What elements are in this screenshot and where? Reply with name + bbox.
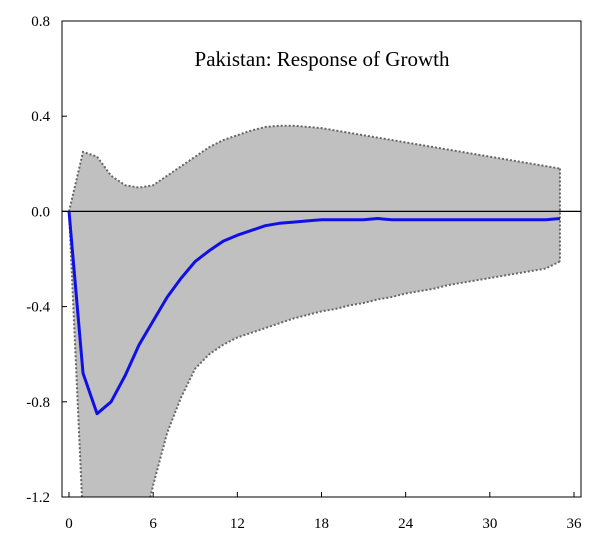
y-tick-label: -0.4	[26, 300, 50, 316]
x-tick-label: 30	[482, 516, 497, 532]
x-tick-label: 12	[230, 516, 245, 532]
chart-title: Pakistan: Response of Growth	[195, 47, 450, 71]
y-tick-label: 0.0	[31, 204, 50, 220]
x-tick-label: 18	[314, 516, 329, 532]
y-tick-label: -1.2	[26, 490, 50, 506]
response-line	[67, 211, 561, 416]
upper-band-line	[68, 124, 561, 212]
y-tick-label: 0.8	[31, 14, 50, 30]
x-tick-label: 36	[566, 516, 582, 532]
y-tick-label: -0.8	[26, 395, 50, 411]
x-tick-label: 24	[398, 516, 414, 532]
lower-band-line	[68, 211, 561, 497]
x-tick-label: 6	[149, 516, 157, 532]
x-tick-label: 0	[65, 516, 73, 532]
y-tick-label: 0.4	[31, 109, 50, 125]
